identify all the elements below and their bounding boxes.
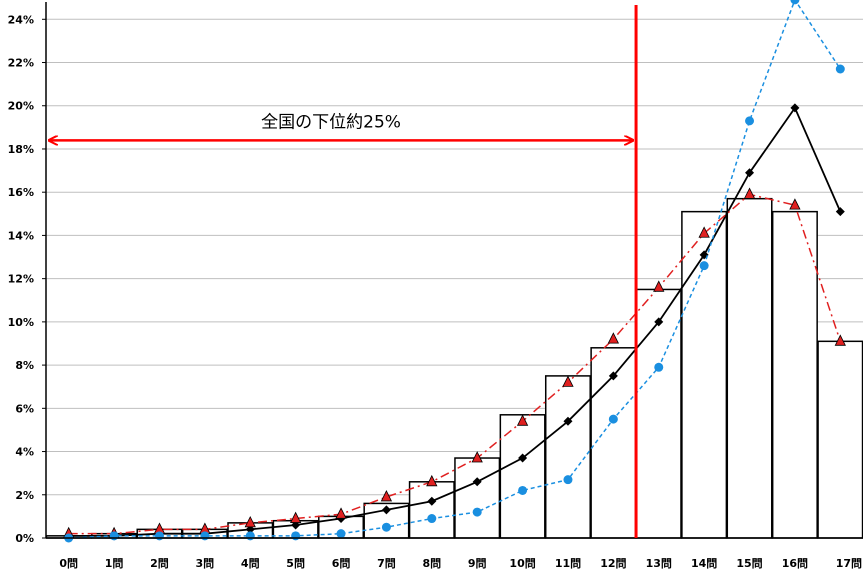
- x-tick-label: 7問: [377, 557, 396, 570]
- data-point: [835, 64, 845, 74]
- y-tick-label: 14%: [8, 229, 34, 242]
- data-point: [426, 474, 438, 487]
- y-tick-label: 20%: [8, 100, 34, 113]
- data-point: [200, 531, 210, 541]
- bar: [771, 210, 818, 539]
- data-point: [336, 529, 346, 539]
- y-tick-label: 10%: [8, 316, 34, 329]
- data-point: [244, 515, 256, 528]
- bar: [544, 375, 591, 539]
- data-point: [381, 522, 391, 532]
- data-point: [109, 531, 119, 541]
- data-point: [381, 505, 391, 515]
- x-tick-label: 13問: [646, 557, 672, 570]
- x-tick-label: 11問: [555, 557, 581, 570]
- x-axis-ticks: 0問 1問 2問 3問 4問 5問 6問 7問 8問 9問 10問 11問 12問 13問 14問 15問 16…: [59, 557, 862, 570]
- data-point: [518, 453, 528, 463]
- y-tick-label: 16%: [8, 186, 34, 199]
- data-point: [563, 416, 573, 426]
- x-tick-label: 15問: [736, 557, 762, 570]
- series-line: [68, 193, 842, 535]
- data-point: [699, 261, 709, 271]
- y-tick-label: 12%: [8, 273, 34, 286]
- data-point: [427, 496, 437, 506]
- y-tick-label: 24%: [8, 13, 34, 26]
- data-point: [835, 207, 845, 217]
- series-line: [68, 106, 842, 537]
- data-point: [789, 198, 801, 210]
- x-tick-label: 5問: [286, 557, 305, 570]
- y-tick-label: 18%: [8, 143, 34, 156]
- data-point: [745, 116, 755, 126]
- data-point: [790, 103, 800, 113]
- x-tick-label: 2問: [150, 557, 169, 570]
- x-tick-label: 17問: [836, 557, 862, 570]
- data-point: [380, 490, 393, 502]
- x-tick-label: 6問: [332, 557, 351, 570]
- x-tick-label: 8問: [422, 557, 441, 570]
- x-tick-label: 9問: [468, 557, 487, 570]
- cutoff-overlay: 全国の下位約25%: [49, 5, 638, 538]
- y-tick-label: 4%: [15, 446, 34, 459]
- y-tick-label: 8%: [15, 359, 34, 372]
- bar-series: [45, 197, 863, 539]
- y-tick-label: 6%: [15, 402, 34, 415]
- data-point: [471, 451, 483, 463]
- bar: [408, 481, 455, 539]
- data-point: [472, 477, 482, 487]
- data-point: [562, 375, 574, 387]
- x-tick-label: 10問: [509, 557, 535, 570]
- x-tick-label: 4問: [241, 557, 260, 570]
- data-point: [790, 0, 800, 5]
- data-point: [518, 485, 528, 495]
- bar: [681, 210, 728, 539]
- data-point: [743, 187, 756, 199]
- data-point: [245, 531, 255, 541]
- data-point: [608, 414, 618, 424]
- data-point: [608, 371, 618, 381]
- x-tick-label: 3問: [196, 557, 215, 570]
- data-point: [698, 226, 710, 238]
- gridlines: [46, 18, 863, 539]
- series-line: [68, 0, 841, 539]
- y-tick-label: 2%: [15, 489, 34, 502]
- data-point: [653, 280, 665, 292]
- annotation-label: 全国の下位約25%: [261, 112, 401, 132]
- data-point: [291, 531, 301, 541]
- data-point: [654, 317, 664, 327]
- bar: [454, 457, 501, 539]
- bar: [817, 340, 863, 539]
- data-point: [563, 475, 573, 485]
- data-point: [834, 334, 846, 346]
- x-tick-label: 16問: [782, 557, 808, 570]
- x-tick-label: 14問: [691, 557, 717, 570]
- data-point: [516, 414, 529, 426]
- y-axis-ticks: 0% 2% 4% 6% 8% 10% 12% 14% 16% 18% 20% 22% 24%: [8, 13, 46, 545]
- x-tick-label: 12問: [600, 557, 626, 570]
- data-point: [472, 507, 482, 517]
- data-point: [427, 514, 437, 524]
- y-tick-label: 22%: [8, 57, 34, 70]
- bar: [635, 288, 682, 539]
- x-tick-label: 1問: [105, 557, 124, 570]
- x-tick-label: 0問: [59, 557, 78, 570]
- data-point: [289, 511, 302, 523]
- data-point: [607, 332, 620, 344]
- bar: [499, 414, 546, 539]
- data-point: [335, 507, 347, 519]
- y-tick-label: 0%: [15, 532, 34, 545]
- bar: [726, 197, 773, 539]
- data-point: [745, 168, 755, 178]
- data-point: [154, 531, 164, 541]
- data-point: [654, 362, 664, 372]
- axes: [45, 2, 863, 539]
